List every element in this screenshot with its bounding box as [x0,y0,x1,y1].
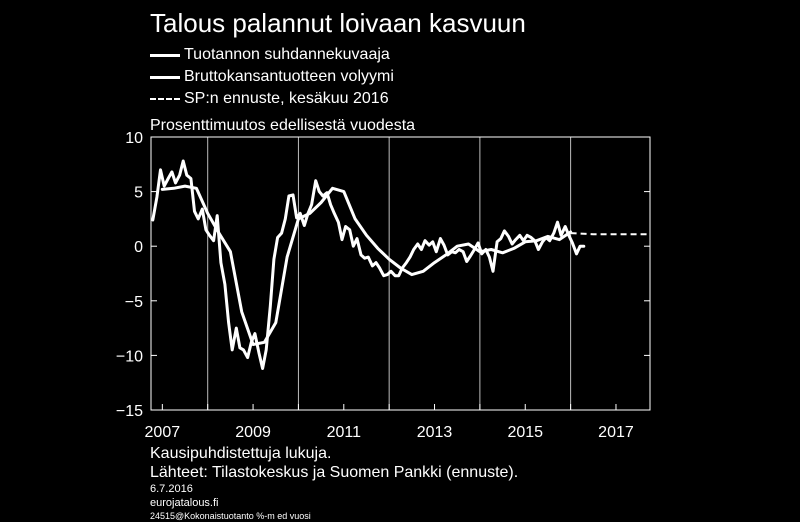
legend-item-gdp: Bruttokansantuotteen volyymi [150,66,394,88]
legend-label: Tuotannon suhdannekuvaaja [184,46,390,63]
series-line-2 [570,232,650,236]
y-tick-label: 10 [125,130,143,147]
x-tick-label: 2007 [145,424,181,441]
x-tick-label: 2015 [507,424,543,441]
y-tick-label: −5 [125,294,143,311]
x-tick-label: 2017 [598,424,634,441]
footer-site: eurojatalous.fi [150,497,219,509]
legend-item-production: Tuotannon suhdannekuvaaja [150,44,394,66]
footer-date: 6.7.2016 [150,483,193,495]
plot-frame [150,136,651,411]
footer-sources: Lähteet: Tilastokeskus ja Suomen Pankki … [150,464,519,481]
x-tick-label: 2009 [235,424,271,441]
x-tick-label: 2013 [417,424,453,441]
series-line-0 [151,159,586,370]
legend-swatch-solid [150,75,180,79]
footer: Kausipuhdistettuja lukuja. Lähteet: Tila… [150,444,518,522]
series-line-1 [160,184,573,346]
footer-code: 24515@Kokonaistuotanto %-m ed vuosi [150,511,311,521]
legend: Tuotannon suhdannekuvaaja Bruttokansantu… [150,44,394,110]
footer-note: Kausipuhdistettuja lukuja. [150,445,332,462]
chart-title: Talous palannut loivaan kasvuun [150,8,526,38]
legend-item-forecast: SP:n ennuste, kesäkuu 2016 [150,88,394,110]
legend-label: Bruttokansantuotteen volyymi [184,68,394,85]
y-tick-label: 0 [134,239,143,256]
y-axis-label: Prosenttimuutos edellisestä vuodesta [150,117,416,134]
y-tick-label: −10 [116,348,143,365]
y-tick-label: 5 [134,185,143,202]
x-tick-label: 2011 [327,424,362,441]
legend-swatch-solid [150,53,180,57]
y-tick-label: −15 [116,403,143,420]
legend-swatch-dashed [150,98,180,100]
legend-label: SP:n ennuste, kesäkuu 2016 [184,90,389,107]
